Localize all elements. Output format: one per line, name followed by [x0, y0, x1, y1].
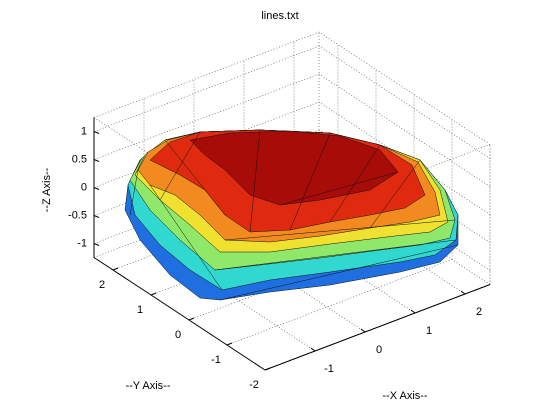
mesh-line [249, 129, 261, 233]
x-tick [460, 290, 466, 295]
box-edge [93, 31, 320, 118]
chart-title: lines.txt [261, 10, 298, 22]
x-tick-label: 2 [476, 306, 482, 318]
y-tick-label: 0 [175, 329, 181, 341]
z-tick [93, 159, 100, 162]
grid-line [318, 45, 491, 159]
y-tick [112, 267, 119, 271]
mesh-line [214, 239, 457, 271]
x-axis [264, 284, 491, 371]
mesh-line [149, 184, 223, 291]
z-tick-label: -1 [77, 237, 87, 249]
y-tick [226, 342, 233, 346]
mesh-line [219, 244, 459, 301]
z-axis-label: --Z Axis-- [41, 167, 53, 212]
y-axis [93, 257, 266, 371]
mesh-line [329, 144, 381, 223]
x-tick-label: 0 [376, 344, 382, 356]
z-tick [93, 215, 100, 218]
x-axis-label: --X Axis-- [382, 390, 428, 402]
grid-line [226, 259, 453, 346]
grid-line [318, 73, 491, 187]
x-tick [410, 309, 416, 314]
y-tick-label: 2 [99, 279, 105, 291]
mesh-line [159, 131, 201, 201]
z-tick-label: 0 [81, 181, 87, 193]
z-tick-label: 1 [81, 125, 87, 137]
box-edge [318, 31, 491, 145]
y-tick [150, 292, 157, 296]
mesh-line [369, 159, 421, 229]
x-tick [310, 347, 316, 352]
mesh-line [129, 169, 139, 216]
y-tick-label: 1 [137, 304, 143, 316]
z-tick [93, 243, 100, 246]
z-tick-label: 0.5 [72, 153, 87, 165]
y-tick-label: -1 [211, 354, 221, 366]
surface [124, 129, 459, 301]
mesh-line [279, 171, 399, 206]
grid-line [93, 45, 320, 132]
mesh-line [289, 132, 331, 231]
y-tick-label: -2 [249, 379, 259, 391]
y-axis-label: --Y Axis-- [125, 380, 170, 392]
x-tick-label: 1 [426, 325, 432, 337]
z-tick [93, 187, 100, 190]
x-tick [360, 328, 366, 333]
mesh-line [224, 219, 456, 241]
axes-front: -1 0 1 2 -2 -1 0 1 2 -1 -0.5 0 0.5 1 [68, 117, 491, 391]
x-tick-label: -1 [324, 363, 334, 375]
y-tick [264, 367, 271, 371]
z-tick-label: -0.5 [68, 209, 87, 221]
grid-line [93, 73, 320, 160]
mesh-line [164, 139, 226, 216]
y-tick [188, 317, 195, 321]
z-tick [93, 131, 100, 134]
